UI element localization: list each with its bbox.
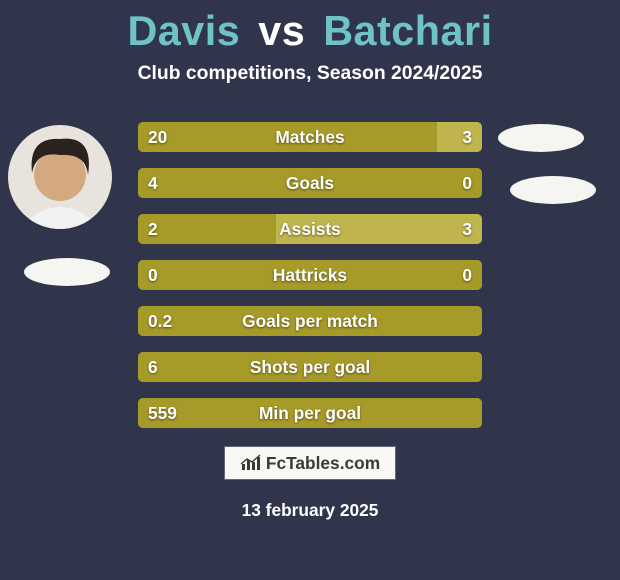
bar-segment-left	[138, 352, 482, 382]
bar-segment-right	[437, 122, 482, 152]
team-badge-right-2	[510, 176, 596, 204]
title-vs: vs	[258, 8, 305, 54]
subtitle: Club competitions, Season 2024/2025	[0, 63, 620, 85]
bar-chart-icon	[240, 454, 262, 472]
stat-bar: Goals40	[138, 168, 482, 198]
generated-date: 13 february 2025	[0, 500, 620, 521]
bar-segment-left	[138, 122, 437, 152]
bar-segment-left	[138, 306, 482, 336]
title-player1: Davis	[127, 8, 240, 54]
page-title: Davis vs Batchari	[0, 0, 620, 55]
stat-bar: Matches203	[138, 122, 482, 152]
stat-bar: Goals per match0.2	[138, 306, 482, 336]
logo-text: FcTables.com	[266, 453, 380, 474]
team-badge-left	[24, 258, 110, 286]
stat-bar: Shots per goal6	[138, 352, 482, 382]
comparison-infographic: Davis vs Batchari Club competitions, Sea…	[0, 0, 620, 580]
stat-bar: Min per goal559	[138, 398, 482, 428]
stat-bar: Hattricks00	[138, 260, 482, 290]
bar-segment-right	[276, 214, 482, 244]
bar-segment-left	[138, 214, 276, 244]
avatar-player1	[8, 125, 112, 229]
stat-bar: Assists23	[138, 214, 482, 244]
bar-segment-left	[138, 168, 482, 198]
bar-segment-left	[138, 398, 482, 428]
team-badge-right-1	[498, 124, 584, 152]
bar-segment-left	[138, 260, 482, 290]
avatar-placeholder-icon	[8, 125, 112, 229]
site-logo: FcTables.com	[224, 446, 396, 480]
stat-bars: Matches203 Goals40 Assists23 Hattricks00 Goa…	[138, 122, 482, 444]
title-player2: Batchari	[323, 8, 492, 54]
